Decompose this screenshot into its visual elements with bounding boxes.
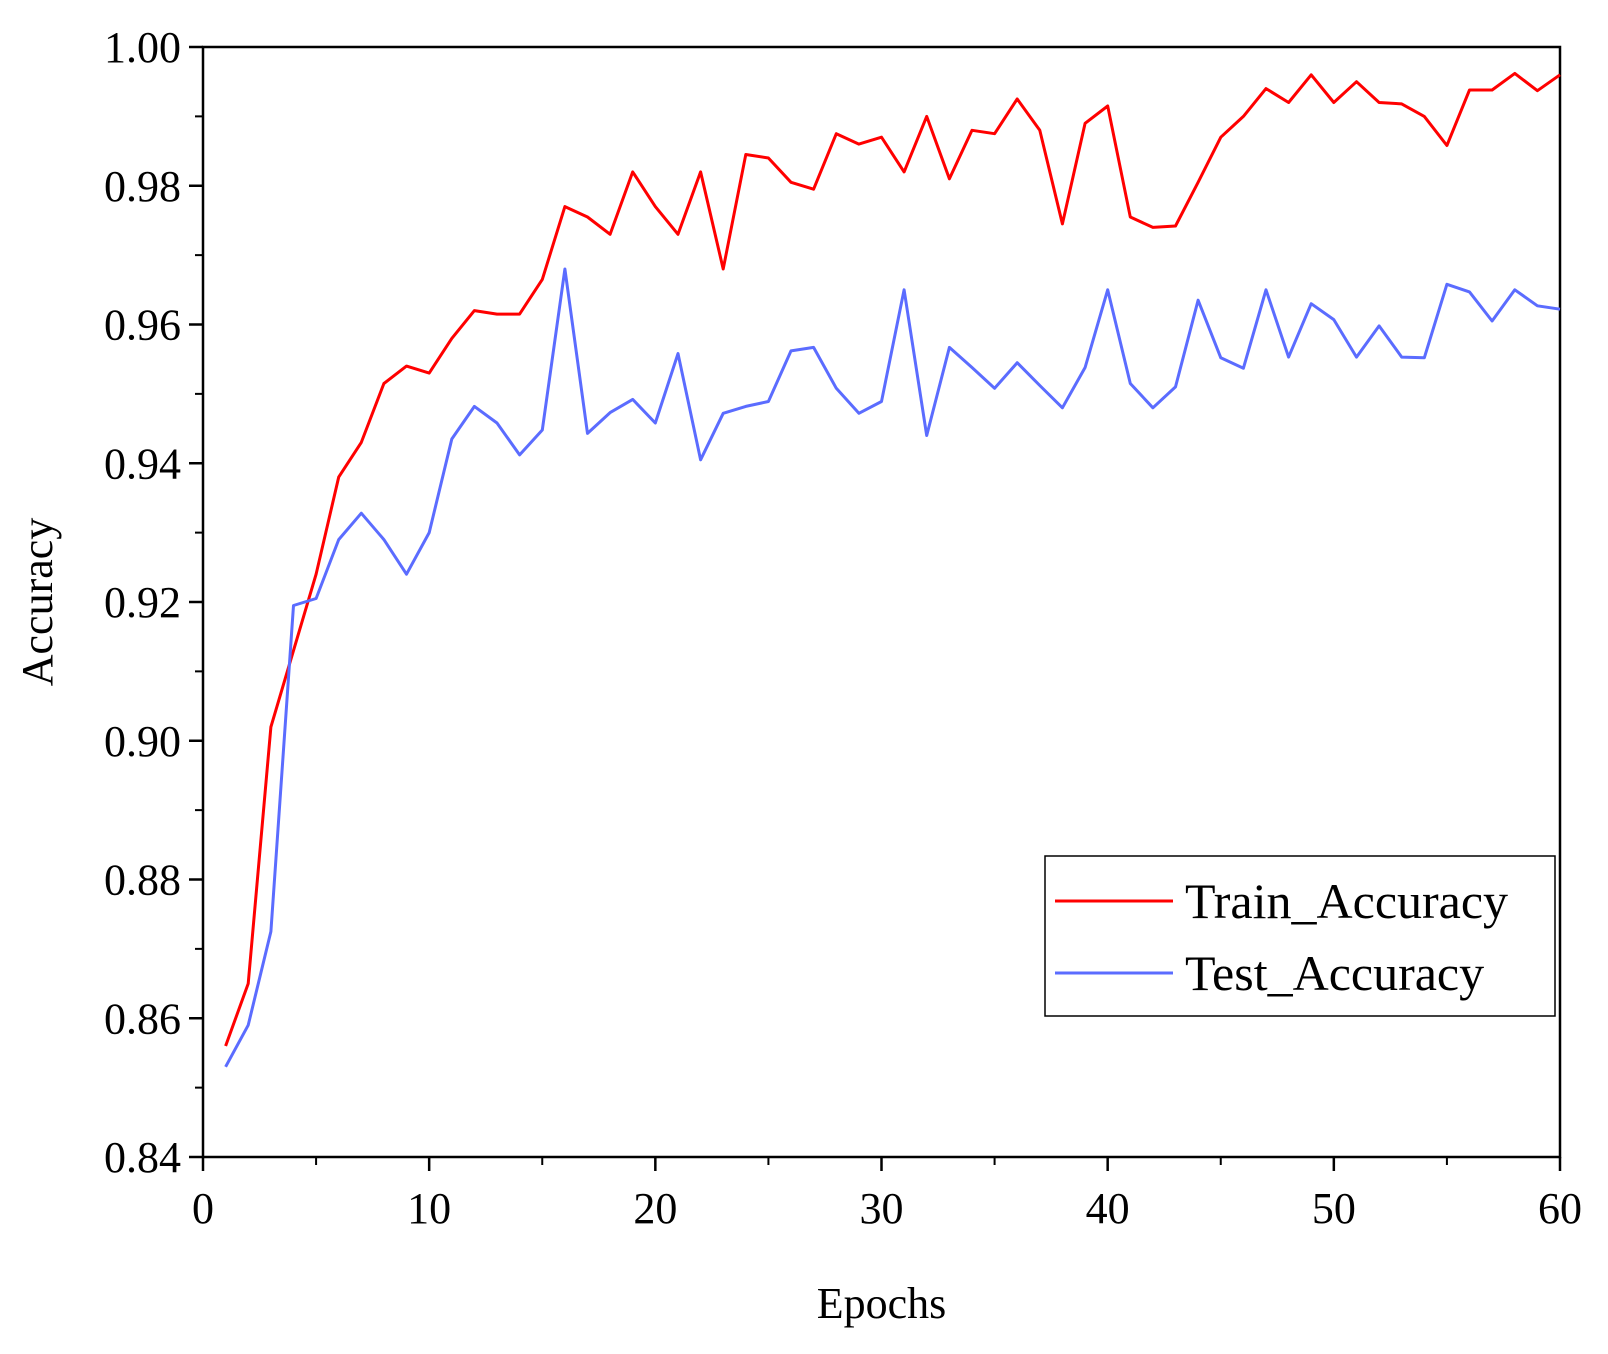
x-tick-label: 30 — [860, 1184, 904, 1233]
y-tick-label: 0.96 — [104, 301, 181, 350]
x-tick-label: 40 — [1086, 1184, 1130, 1233]
x-tick-label: 50 — [1312, 1184, 1356, 1233]
legend-box — [1044, 855, 1556, 1017]
x-tick-label: 0 — [192, 1184, 214, 1233]
x-tick-label: 20 — [633, 1184, 677, 1233]
legend-label-test-accuracy: Test_Accuracy — [1185, 945, 1484, 1001]
series-layer — [224, 71, 1561, 1068]
y-tick-label: 0.98 — [104, 162, 181, 211]
y-tick-label: 0.90 — [104, 717, 181, 766]
y-tick-label: 0.84 — [104, 1133, 181, 1182]
y-tick-label: 0.86 — [104, 994, 181, 1043]
series-line-train-accuracy — [224, 71, 1561, 1047]
y-tick-label: 0.92 — [104, 578, 181, 627]
y-axis-ticks: 0.84 0.86 0.88 0.90 0.92 0.94 0.96 0.98 1.00 — [104, 23, 203, 1182]
x-axis-label: Epochs — [817, 1279, 947, 1328]
x-tick-label: 60 — [1538, 1184, 1582, 1233]
legend: Train_Accuracy Test_Accuracy — [1044, 855, 1556, 1017]
x-tick-label: 10 — [407, 1184, 451, 1233]
x-axis-ticks: 0 10 20 30 40 50 60 — [192, 1157, 1582, 1233]
legend-label-train-accuracy: Train_Accuracy — [1185, 873, 1508, 929]
series-line-test-accuracy — [224, 267, 1561, 1068]
y-tick-label: 1.00 — [104, 23, 181, 72]
y-tick-label: 0.94 — [104, 439, 181, 488]
y-axis-label: Accuracy — [13, 518, 62, 687]
y-tick-label: 0.88 — [104, 856, 181, 905]
